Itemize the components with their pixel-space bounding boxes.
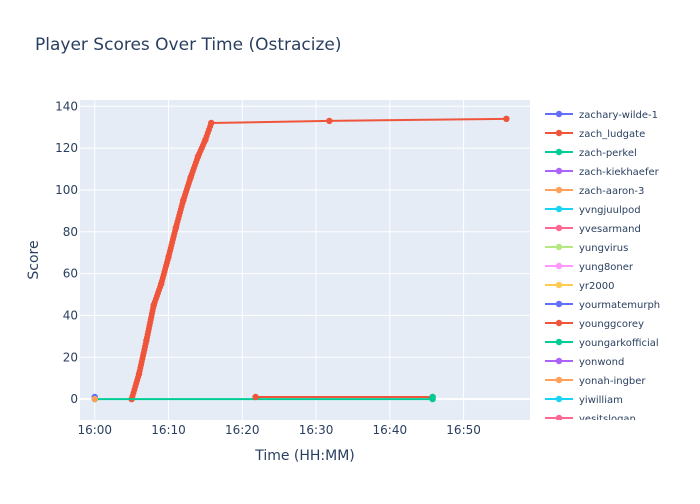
legend-swatch-marker	[555, 281, 563, 289]
legend-item-yourmatemurph[interactable]: yourmatemurph	[545, 300, 660, 311]
legend-label: yungvirus	[579, 243, 628, 254]
legend-swatch-marker	[555, 205, 563, 213]
x-tick-label: 16:20	[225, 423, 260, 437]
legend-label: yesitslogan	[579, 414, 636, 425]
y-tick-label: 120	[55, 141, 78, 155]
data-point	[150, 301, 157, 309]
data-point	[187, 174, 194, 181]
legend-item-zach_ludgate[interactable]: zach_ludgate	[545, 129, 645, 140]
series-zach_ludgate	[128, 115, 510, 403]
y-tick-label: 80	[63, 225, 78, 239]
chart-title: Player Scores Over Time (Ostracize)	[35, 35, 342, 55]
data-point	[208, 119, 215, 127]
legend-swatch-marker	[555, 414, 563, 420]
data-point	[157, 280, 165, 288]
data-point	[172, 224, 180, 231]
x-axis-label: Time (HH:MM)	[254, 448, 355, 464]
legend[interactable]: zachary-wilde-1 zach_ludgate zach-perkel za…	[545, 110, 660, 425]
data-point	[91, 395, 98, 403]
y-tick-label: 40	[63, 308, 78, 322]
x-tick-label: 16:40	[373, 423, 408, 437]
legend-item-zach-aaron-3[interactable]: zach-aaron-3	[545, 186, 644, 197]
x-tick-label: 16:30	[299, 423, 334, 437]
legend-swatch-marker	[555, 338, 563, 346]
legend-item-yvesarmand[interactable]: yvesarmand	[545, 224, 641, 235]
legend-item-yesitslogan[interactable]: yesitslogan	[545, 414, 636, 425]
legend-label: yonah-ingber	[579, 376, 646, 387]
legend-swatch-marker	[555, 300, 563, 308]
data-point	[194, 153, 202, 160]
legend-label: zach_ludgate	[579, 129, 645, 140]
data-point	[180, 197, 187, 204]
legend-item-younggcorey[interactable]: younggcorey	[545, 319, 644, 330]
legend-label: zach-aaron-3	[579, 186, 644, 197]
legend-item-yvngjuulpod[interactable]: yvngjuulpod	[545, 205, 641, 216]
series-layer	[91, 115, 510, 403]
legend-swatch-marker	[555, 148, 563, 156]
data-point	[202, 136, 209, 143]
legend-item-yonah-ingber[interactable]: yonah-ingber	[545, 376, 646, 387]
y-tick-label: 0	[70, 392, 78, 406]
legend-label: yonwond	[579, 357, 624, 368]
legend-swatch-marker	[555, 395, 563, 403]
data-point	[503, 115, 510, 123]
legend-swatch-marker	[555, 167, 563, 175]
legend-swatch-marker	[555, 243, 563, 251]
legend-label: yiwilliam	[579, 395, 623, 406]
legend-swatch-marker	[555, 224, 563, 232]
legend-swatch-marker	[555, 262, 563, 270]
x-tick-label: 16:10	[151, 423, 186, 437]
legend-item-yiwilliam[interactable]: yiwilliam	[545, 395, 623, 406]
legend-item-yr2000[interactable]: yr2000	[545, 281, 614, 292]
data-point	[326, 117, 333, 125]
legend-label: yr2000	[579, 281, 614, 292]
legend-swatch-marker	[555, 129, 563, 137]
legend-label: zach-perkel	[579, 148, 637, 159]
data-point	[165, 253, 172, 261]
series-zach-aaron-3	[91, 395, 98, 403]
legend-label: yvngjuulpod	[579, 205, 641, 216]
y-axis-label: Score	[26, 240, 42, 279]
y-tick-label: 20	[63, 350, 78, 364]
legend-label: younggcorey	[579, 319, 644, 330]
legend-item-zachary-wilde-1[interactable]: zachary-wilde-1	[545, 110, 658, 121]
legend-swatch-marker	[555, 186, 563, 194]
legend-item-zach-perkel[interactable]: zach-perkel	[545, 148, 637, 159]
data-point	[135, 370, 143, 378]
legend-label: zachary-wilde-1	[579, 110, 658, 121]
legend-swatch-marker	[555, 319, 563, 327]
legend-item-yungvirus[interactable]: yungvirus	[545, 243, 628, 254]
y-tick-label: 60	[63, 267, 78, 281]
plot-area	[80, 100, 530, 420]
legend-label: youngarkofficial	[579, 338, 659, 349]
y-tick-label: 140	[55, 99, 78, 113]
data-point	[429, 393, 436, 401]
legend-item-zach-kiekhaefer[interactable]: zach-kiekhaefer	[545, 167, 660, 178]
legend-item-yung8oner[interactable]: yung8oner	[545, 262, 634, 273]
legend-label: zach-kiekhaefer	[579, 167, 660, 178]
legend-label: yung8oner	[579, 262, 634, 273]
axis-layer: 16:00 16:10 16:20 16:30 16:40 16:50 0 20 40 60 80 1…	[55, 99, 481, 437]
legend-label: yourmatemurph	[579, 300, 660, 311]
legend-swatch-marker	[555, 357, 563, 365]
legend-label: yvesarmand	[579, 224, 641, 235]
y-tick-label: 100	[55, 183, 78, 197]
legend-swatch-marker	[555, 110, 563, 118]
grid-layer	[80, 100, 530, 420]
x-tick-label: 16:50	[446, 423, 481, 437]
legend-swatch-marker	[555, 376, 563, 384]
legend-item-yonwond[interactable]: yonwond	[545, 357, 624, 368]
legend-item-youngarkofficial[interactable]: youngarkofficial	[545, 338, 659, 349]
x-tick-label: 16:00	[77, 423, 112, 437]
data-point	[143, 337, 150, 344]
data-point	[252, 393, 259, 401]
series-youngarkofficial	[429, 393, 436, 401]
